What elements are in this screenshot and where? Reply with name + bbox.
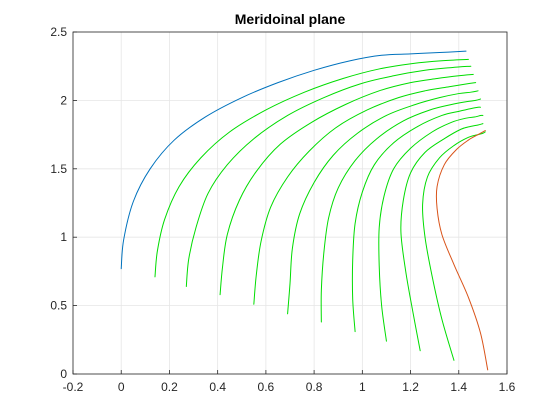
- y-tick-label: 1.5: [50, 162, 67, 176]
- plot-area: [73, 32, 507, 374]
- ticks: -0.2 0 0.2 0.4 0.6 0.8 1 1.2 1.4 1.600.511.522.5: [50, 25, 515, 394]
- hub-curve: [120, 50, 467, 270]
- x-tick-label: 1: [359, 380, 366, 394]
- curves: [120, 50, 489, 371]
- x-tick-label: 0.2: [161, 380, 178, 394]
- inner-curve: [320, 98, 481, 323]
- x-tick-label: 0.8: [306, 380, 323, 394]
- inner-curve: [185, 65, 472, 287]
- x-tick-label: 0.6: [258, 380, 275, 394]
- inner-curve: [351, 106, 481, 333]
- x-tick-label: 1.2: [402, 380, 419, 394]
- inner-curve: [400, 123, 484, 352]
- chart-title: Meridoinal plane: [235, 11, 346, 27]
- x-tick-label: -0.2: [63, 380, 84, 394]
- shroud-curve: [435, 130, 489, 371]
- inner-curve: [219, 73, 474, 296]
- x-tick-label: 0: [118, 380, 125, 394]
- y-tick-label: 1: [60, 230, 67, 244]
- x-tick-label: 0.4: [209, 380, 226, 394]
- inner-curve: [378, 114, 484, 342]
- inner-curve: [253, 82, 477, 305]
- x-tick-label: 1.6: [499, 380, 516, 394]
- y-tick-label: 0.5: [50, 299, 67, 313]
- y-tick-label: 2.5: [50, 25, 67, 39]
- y-tick-label: 0: [60, 367, 67, 381]
- x-tick-label: 1.4: [450, 380, 467, 394]
- y-tick-label: 2: [60, 93, 67, 107]
- inner-curve: [154, 58, 469, 278]
- axes-box: [72, 31, 508, 375]
- inner-curve: [287, 90, 479, 315]
